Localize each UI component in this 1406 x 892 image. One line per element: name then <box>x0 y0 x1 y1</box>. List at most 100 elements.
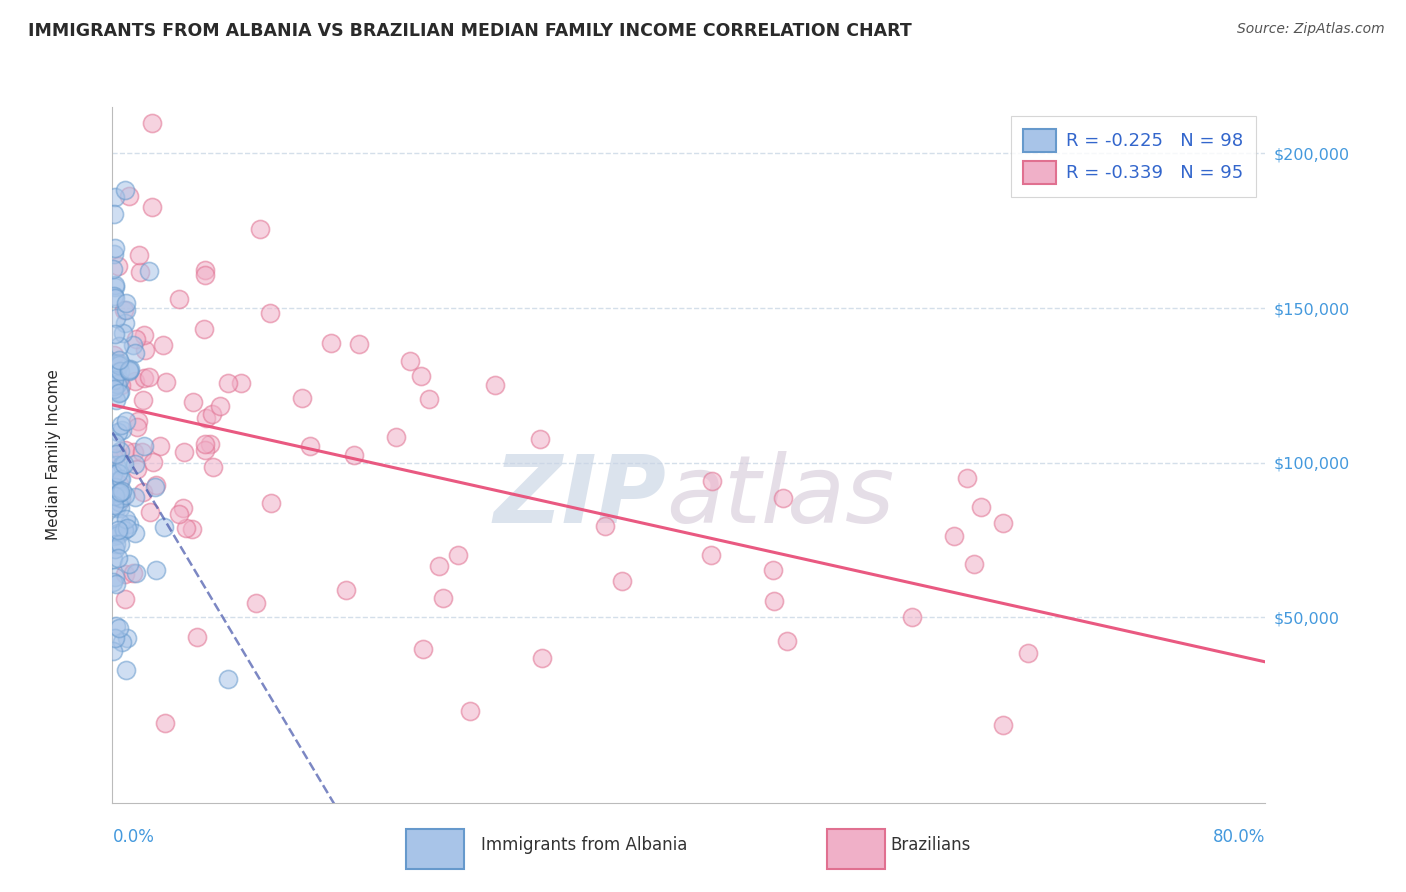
Point <box>103 529 125 543</box>
Point <box>103 279 125 293</box>
Point <box>114 442 136 457</box>
Text: ZIP: ZIP <box>494 450 666 542</box>
Point <box>110 484 132 499</box>
Point <box>110 491 132 506</box>
Point <box>103 450 125 465</box>
Point <box>115 631 138 645</box>
Point <box>970 500 993 514</box>
Point <box>107 358 129 372</box>
Point <box>194 268 217 282</box>
Point <box>104 500 127 515</box>
Point <box>124 491 146 505</box>
Point <box>127 414 149 428</box>
Point <box>107 467 129 481</box>
Point <box>700 548 723 562</box>
Point <box>105 377 128 392</box>
Point <box>101 467 124 481</box>
Point <box>127 462 149 476</box>
Point <box>118 188 141 202</box>
Point <box>145 478 167 492</box>
Point <box>114 591 136 606</box>
Point <box>134 371 156 385</box>
Point <box>103 499 125 513</box>
Point <box>124 332 146 346</box>
Point <box>530 650 553 665</box>
Y-axis label: Median Family Income: Median Family Income <box>45 369 60 541</box>
Point <box>110 443 132 458</box>
Point <box>104 242 127 256</box>
Point <box>772 491 794 506</box>
Point <box>343 449 366 463</box>
Point <box>143 480 166 494</box>
Point <box>110 472 132 486</box>
Point <box>429 558 451 573</box>
Point <box>138 369 160 384</box>
Text: atlas: atlas <box>666 451 894 542</box>
Point <box>260 496 283 510</box>
Point <box>108 373 131 387</box>
Point <box>104 278 127 293</box>
Point <box>484 377 506 392</box>
Point <box>153 715 176 730</box>
Point <box>152 338 174 352</box>
Point <box>153 520 176 534</box>
FancyBboxPatch shape <box>406 829 464 869</box>
Point <box>700 474 723 488</box>
Point <box>132 327 155 342</box>
Text: 80.0%: 80.0% <box>1213 828 1265 846</box>
Point <box>108 364 131 378</box>
Point <box>138 505 160 519</box>
Point <box>762 563 785 577</box>
Point <box>186 630 208 644</box>
Point <box>194 436 217 450</box>
Point <box>174 521 197 535</box>
Point <box>118 557 141 571</box>
Point <box>122 337 145 351</box>
Point <box>107 523 129 537</box>
Point <box>101 575 124 590</box>
Point <box>107 386 129 401</box>
Point <box>117 364 139 378</box>
Point <box>107 528 129 542</box>
Point <box>107 621 129 635</box>
Point <box>104 190 127 204</box>
Point <box>104 447 127 461</box>
Point <box>194 443 217 458</box>
Point <box>398 354 420 368</box>
Point <box>412 641 434 656</box>
Point <box>117 362 139 376</box>
Point <box>901 610 924 624</box>
Point <box>122 445 145 459</box>
Point <box>104 291 127 305</box>
Text: Brazilians: Brazilians <box>891 836 972 854</box>
Point <box>593 518 616 533</box>
Point <box>114 182 136 196</box>
Point <box>291 392 314 406</box>
Point <box>107 425 129 439</box>
Point <box>105 447 128 461</box>
Point <box>115 296 138 310</box>
Point <box>418 392 440 407</box>
Point <box>104 311 127 326</box>
Point <box>142 455 165 469</box>
Point <box>124 374 146 388</box>
Point <box>103 643 125 657</box>
Point <box>125 420 148 434</box>
Point <box>108 385 131 400</box>
Point <box>111 423 134 437</box>
Point <box>347 337 370 351</box>
Point <box>202 460 225 475</box>
Point <box>193 322 215 336</box>
Point <box>991 516 1014 531</box>
Point <box>132 393 155 408</box>
Point <box>114 487 136 501</box>
Point <box>114 413 136 427</box>
Point <box>245 596 267 610</box>
Point <box>103 207 125 221</box>
Point <box>115 521 138 535</box>
Point <box>103 379 125 393</box>
Point <box>956 471 979 485</box>
Point <box>112 302 135 317</box>
Point <box>201 408 224 422</box>
Point <box>103 349 125 363</box>
